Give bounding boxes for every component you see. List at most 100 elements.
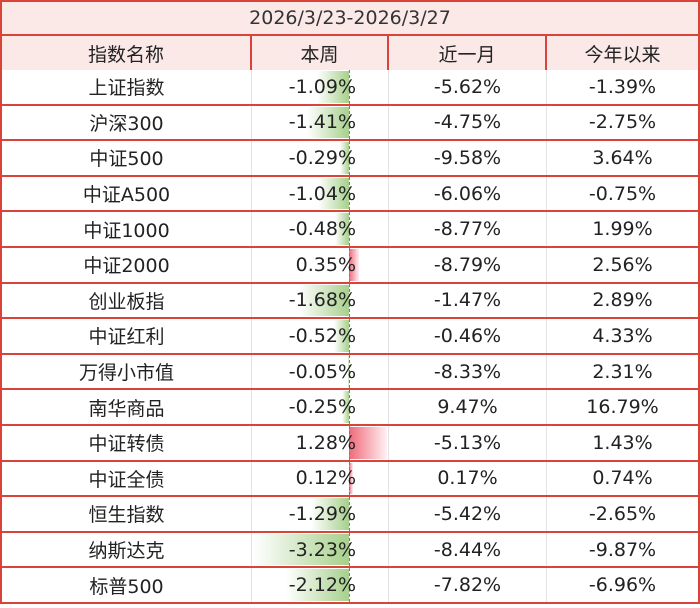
week-change-cell: -0.05%	[252, 354, 389, 389]
month-change-cell: -0.46%	[389, 319, 547, 353]
week-change-value: -0.25%	[288, 396, 356, 419]
header-row: 指数名称 本周 近一月 今年以来	[0, 34, 700, 72]
ytd-change-cell: -6.96%	[588, 574, 657, 597]
zero-axis-line	[349, 497, 350, 531]
zero-axis-line	[349, 70, 350, 104]
index-name-cell: 中证1000	[2, 212, 252, 246]
week-change-cell: -1.29%	[252, 497, 389, 531]
ytd-change-cell: -1.39%	[588, 75, 657, 98]
week-change-value: -0.29%	[288, 146, 356, 169]
index-name-cell: 中证500	[2, 141, 252, 175]
table-row: 恒生指数 -1.29% -5.42% -2.65%	[0, 497, 700, 533]
table-row: 纳斯达克 -3.23% -8.44% -9.87%	[0, 532, 700, 569]
positive-data-bar	[349, 426, 388, 459]
negative-data-bar	[334, 213, 349, 245]
week-change-value: -0.52%	[288, 324, 356, 347]
negative-data-bar	[341, 391, 349, 423]
week-change-value: -1.41%	[288, 111, 356, 134]
negative-data-bar	[316, 71, 349, 103]
month-change-cell: -8.77%	[389, 212, 547, 246]
week-change-cell: 1.28%	[252, 425, 389, 460]
negative-data-bar	[318, 177, 349, 210]
week-change-cell: -0.52%	[252, 319, 389, 353]
header-ytd: 今年以来	[584, 43, 661, 66]
negative-data-bar	[347, 355, 349, 388]
month-change-cell: -8.79%	[389, 247, 547, 282]
table-row: 万得小市值 -0.05% -8.33% 2.31%	[0, 354, 700, 391]
header-index-name: 指数名称	[2, 36, 252, 70]
table-row: 中证500 -0.29% -9.58% 3.64%	[0, 141, 700, 177]
month-change-cell: -5.13%	[389, 425, 547, 460]
zero-axis-line	[349, 105, 350, 140]
week-change-cell: -0.48%	[252, 212, 389, 246]
week-change-value: 0.12%	[295, 467, 356, 490]
negative-data-bar	[310, 498, 349, 530]
week-change-value: -3.23%	[288, 538, 356, 561]
month-change-cell: -4.75%	[389, 105, 547, 140]
table-row: 中证1000 -0.48% -8.77% 1.99%	[0, 212, 700, 248]
zero-axis-line	[349, 568, 350, 602]
month-change-cell: -8.33%	[389, 354, 547, 389]
index-name-cell: 中证2000	[2, 247, 252, 282]
week-change-value: -1.68%	[288, 289, 356, 312]
week-change-cell: 0.35%	[252, 247, 389, 282]
index-name-cell: 创业板指	[2, 283, 252, 318]
week-change-value: -1.09%	[288, 75, 356, 98]
index-name-cell: 标普500	[2, 568, 252, 602]
week-change-value: -1.29%	[288, 502, 356, 525]
week-change-cell: 0.12%	[252, 461, 389, 496]
index-name-cell: 中证红利	[2, 319, 252, 353]
table-row: 中证A500 -1.04% -6.06% -0.75%	[0, 176, 700, 213]
month-change-cell: -1.47%	[389, 283, 547, 318]
month-change-cell: 9.47%	[389, 390, 547, 424]
zero-axis-line	[349, 247, 350, 282]
week-change-cell: -0.29%	[252, 141, 389, 175]
week-change-value: -0.48%	[288, 218, 356, 241]
month-change-cell: -7.82%	[389, 568, 547, 602]
zero-axis-line	[349, 425, 350, 460]
table-body: 上证指数 -1.09% -5.62% -1.39% 沪深300 -1.41% -4.75% -…	[0, 70, 700, 604]
ytd-change-cell: 0.74%	[592, 467, 653, 490]
index-name-cell: 南华商品	[2, 390, 252, 424]
week-change-value: 1.28%	[295, 431, 356, 454]
week-change-value: -1.04%	[288, 182, 356, 205]
week-change-cell: -0.25%	[252, 390, 389, 424]
table-row: 标普500 -2.12% -7.82% -6.96%	[0, 568, 700, 604]
table-row: 中证全债 0.12% 0.17% 0.74%	[0, 461, 700, 498]
index-name-cell: 中证A500	[2, 176, 252, 211]
header-this-week: 本周	[252, 36, 389, 70]
zero-axis-line	[349, 319, 350, 353]
index-name-cell: 中证全债	[2, 461, 252, 496]
table-row: 中证转债 1.28% -5.13% 1.43%	[0, 425, 700, 462]
table-row: 沪深300 -1.41% -4.75% -2.75%	[0, 105, 700, 142]
ytd-change-cell: 1.99%	[592, 218, 653, 241]
ytd-change-cell: 4.33%	[592, 324, 653, 347]
week-change-value: -2.12%	[288, 574, 356, 597]
negative-data-bar	[299, 284, 349, 317]
ytd-change-cell: 2.89%	[592, 289, 653, 312]
negative-data-bar	[286, 569, 349, 601]
week-change-cell: -1.09%	[252, 70, 389, 104]
table-row: 创业板指 -1.68% -1.47% 2.89%	[0, 283, 700, 320]
month-change-cell: -8.44%	[389, 532, 547, 567]
negative-data-bar	[307, 106, 349, 139]
index-name-cell: 纳斯达克	[2, 532, 252, 567]
month-change-cell: -6.06%	[389, 176, 547, 211]
week-change-cell: -1.04%	[252, 176, 389, 211]
table-row: 南华商品 -0.25% 9.47% 16.79%	[0, 390, 700, 426]
ytd-change-cell: -2.75%	[588, 111, 657, 134]
index-name-cell: 万得小市值	[2, 354, 252, 389]
index-name-cell: 恒生指数	[2, 497, 252, 531]
week-change-cell: -1.41%	[252, 105, 389, 140]
month-change-cell: 0.17%	[389, 461, 547, 496]
negative-data-bar	[333, 320, 349, 352]
ytd-change-cell: -0.75%	[588, 182, 657, 205]
index-name-cell: 沪深300	[2, 105, 252, 140]
week-change-value: 0.35%	[295, 253, 356, 276]
ytd-change-cell: -9.87%	[588, 538, 657, 561]
week-change-cell: -1.68%	[252, 283, 389, 318]
table-row: 中证2000 0.35% -8.79% 2.56%	[0, 247, 700, 284]
negative-data-bar	[340, 142, 349, 174]
negative-data-bar	[253, 533, 349, 566]
